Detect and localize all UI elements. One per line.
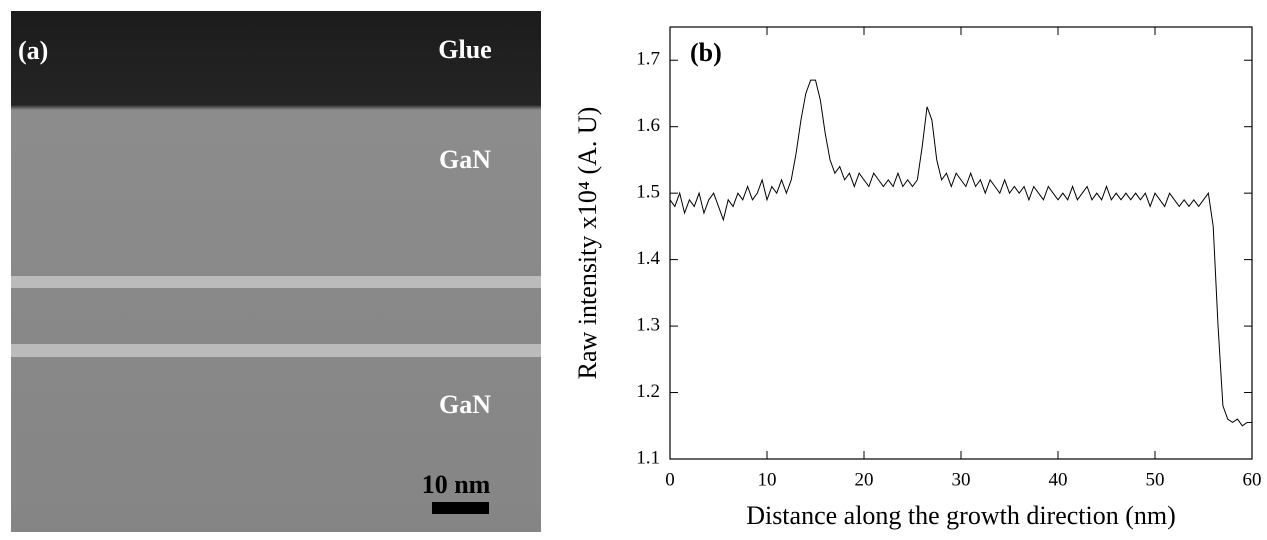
- x-tick-label: 60: [1243, 469, 1262, 490]
- x-tick-label: 30: [952, 469, 971, 490]
- layer-label: GaN: [439, 145, 491, 174]
- y-tick-label: 1.4: [636, 248, 660, 269]
- tem-image-panel: (a) Glue GaN GaN 10 nm: [11, 11, 541, 532]
- bright-band: [11, 276, 541, 288]
- scale-bar: [432, 502, 489, 514]
- y-tick-label: 1.7: [636, 49, 660, 70]
- y-tick-label: 1.2: [636, 381, 660, 402]
- tem-image: [11, 11, 541, 532]
- layer-label: GaN: [439, 390, 491, 419]
- y-axis-label: Raw intensity x10⁴ (A. U): [573, 107, 602, 380]
- data-line: [669, 79, 1252, 427]
- layer-label: Glue: [438, 35, 491, 64]
- scale-bar-label: 10 nm: [422, 470, 491, 499]
- x-tick-label: 20: [855, 469, 874, 490]
- y-tick-label: 1.1: [636, 447, 660, 468]
- x-tick-label: 50: [1146, 469, 1165, 490]
- plot-frame: [669, 26, 1253, 460]
- line-chart: (b) Distance along the growth direction …: [573, 26, 1262, 530]
- panel-label: (a): [18, 36, 48, 65]
- x-tick-label: 40: [1049, 469, 1068, 490]
- y-tick-label: 1.6: [636, 115, 660, 136]
- y-tick-label: 1.5: [636, 182, 660, 203]
- x-tick-label: 0: [665, 469, 675, 490]
- bright-band: [11, 344, 541, 357]
- x-tick-label: 10: [758, 469, 777, 490]
- y-tick-label: 1.3: [636, 314, 660, 335]
- panel-label: (b): [690, 38, 722, 67]
- x-axis-label: Distance along the growth direction (nm): [746, 501, 1176, 530]
